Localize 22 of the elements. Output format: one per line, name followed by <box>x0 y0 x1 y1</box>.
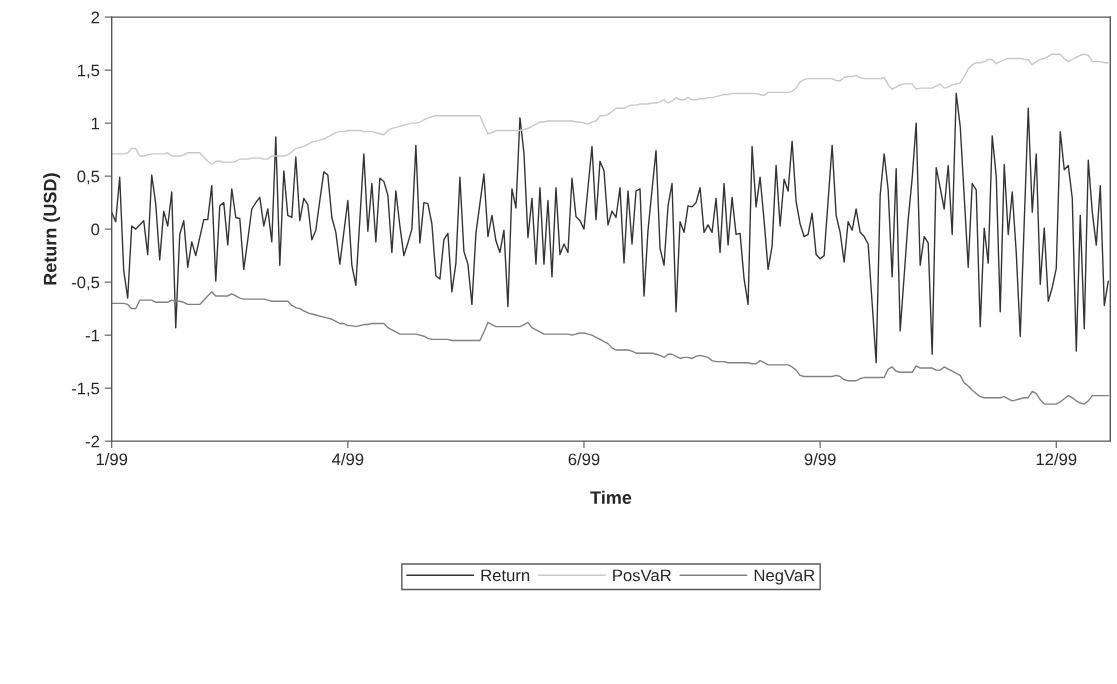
legend-label: NegVaR <box>754 569 815 585</box>
y-tick-label: -0,5 <box>71 276 100 291</box>
line-series <box>111 290 1109 405</box>
y-tick-label: 0 <box>91 223 100 236</box>
y-tick-label: -1 <box>85 329 100 342</box>
x-tick-label: 6/99 <box>568 452 600 466</box>
x-tick-label: 1/99 <box>96 452 128 466</box>
y-tick-label: 2 <box>91 11 100 24</box>
x-axis-title: Time <box>590 490 632 505</box>
y-tick-label: -1,5 <box>71 382 100 397</box>
line-series <box>111 53 1109 166</box>
line-series <box>111 92 1109 364</box>
y-tick-label: 1,5 <box>78 64 100 79</box>
y-tick-label: 1 <box>91 117 100 130</box>
x-tick-label: 9/99 <box>804 452 836 466</box>
legend-label: PosVaR <box>613 569 671 582</box>
x-tick-label: 12/99 <box>1036 452 1077 466</box>
legend-label: Return <box>481 569 530 582</box>
y-axis-title: Return (USD) <box>43 173 61 285</box>
y-tick-label: 0,5 <box>77 170 100 185</box>
y-tick-label: -2 <box>85 435 100 448</box>
x-tick-label: 4/99 <box>332 452 364 466</box>
